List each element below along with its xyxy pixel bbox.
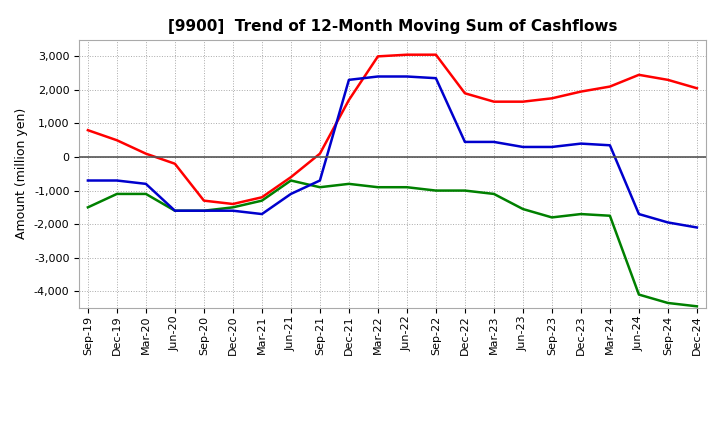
Investing Cashflow <box>374 185 382 190</box>
Operating Cashflow <box>142 151 150 156</box>
Operating Cashflow <box>258 194 266 200</box>
Free Cashflow <box>606 143 614 148</box>
Free Cashflow <box>112 178 121 183</box>
Investing Cashflow <box>199 208 208 213</box>
Operating Cashflow <box>693 86 701 91</box>
Investing Cashflow <box>548 215 557 220</box>
Investing Cashflow <box>228 205 237 210</box>
Operating Cashflow <box>431 52 440 57</box>
Investing Cashflow <box>634 292 643 297</box>
Investing Cashflow <box>431 188 440 193</box>
Operating Cashflow <box>606 84 614 89</box>
Free Cashflow <box>577 141 585 146</box>
Investing Cashflow <box>577 212 585 217</box>
Investing Cashflow <box>171 208 179 213</box>
Operating Cashflow <box>490 99 498 104</box>
Free Cashflow <box>345 77 354 83</box>
Investing Cashflow <box>402 185 411 190</box>
Free Cashflow <box>664 220 672 225</box>
Title: [9900]  Trend of 12-Month Moving Sum of Cashflows: [9900] Trend of 12-Month Moving Sum of C… <box>168 19 617 34</box>
Operating Cashflow <box>518 99 527 104</box>
Line: Free Cashflow: Free Cashflow <box>88 77 697 227</box>
Investing Cashflow <box>287 178 295 183</box>
Investing Cashflow <box>693 304 701 309</box>
Free Cashflow <box>693 225 701 230</box>
Operating Cashflow <box>315 151 324 156</box>
Free Cashflow <box>431 76 440 81</box>
Investing Cashflow <box>258 198 266 203</box>
Free Cashflow <box>142 181 150 187</box>
Operating Cashflow <box>287 175 295 180</box>
Free Cashflow <box>228 208 237 213</box>
Investing Cashflow <box>664 301 672 306</box>
Investing Cashflow <box>461 188 469 193</box>
Free Cashflow <box>374 74 382 79</box>
Operating Cashflow <box>345 97 354 103</box>
Y-axis label: Amount (million yen): Amount (million yen) <box>15 108 28 239</box>
Investing Cashflow <box>112 191 121 197</box>
Operating Cashflow <box>577 89 585 94</box>
Free Cashflow <box>287 191 295 197</box>
Operating Cashflow <box>112 138 121 143</box>
Investing Cashflow <box>345 181 354 187</box>
Free Cashflow <box>171 208 179 213</box>
Free Cashflow <box>461 139 469 145</box>
Operating Cashflow <box>171 161 179 166</box>
Operating Cashflow <box>461 91 469 96</box>
Operating Cashflow <box>548 95 557 101</box>
Investing Cashflow <box>142 191 150 197</box>
Operating Cashflow <box>84 128 92 133</box>
Free Cashflow <box>634 212 643 217</box>
Operating Cashflow <box>374 54 382 59</box>
Operating Cashflow <box>664 77 672 83</box>
Line: Operating Cashflow: Operating Cashflow <box>88 55 697 204</box>
Free Cashflow <box>315 178 324 183</box>
Operating Cashflow <box>402 52 411 57</box>
Free Cashflow <box>84 178 92 183</box>
Free Cashflow <box>258 212 266 217</box>
Free Cashflow <box>548 144 557 150</box>
Operating Cashflow <box>634 72 643 77</box>
Investing Cashflow <box>315 185 324 190</box>
Operating Cashflow <box>228 202 237 207</box>
Investing Cashflow <box>518 206 527 212</box>
Free Cashflow <box>199 208 208 213</box>
Free Cashflow <box>490 139 498 145</box>
Operating Cashflow <box>199 198 208 203</box>
Investing Cashflow <box>84 205 92 210</box>
Investing Cashflow <box>490 191 498 197</box>
Investing Cashflow <box>606 213 614 218</box>
Line: Investing Cashflow: Investing Cashflow <box>88 180 697 306</box>
Free Cashflow <box>518 144 527 150</box>
Free Cashflow <box>402 74 411 79</box>
